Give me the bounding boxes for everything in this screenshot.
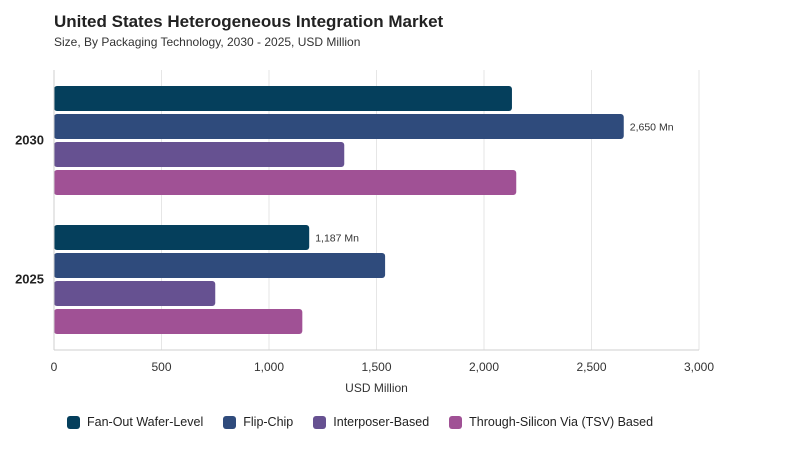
x-tick-label: 0 bbox=[51, 360, 58, 374]
bar bbox=[54, 170, 517, 195]
bar bbox=[54, 86, 512, 111]
legend-item: Flip-Chip bbox=[223, 415, 293, 429]
x-tick-label: 500 bbox=[151, 360, 171, 374]
legend-item: Interposer-Based bbox=[313, 415, 429, 429]
x-tick-label: 1,500 bbox=[361, 360, 391, 374]
legend-swatch bbox=[313, 415, 327, 429]
legend-label: Fan-Out Wafer-Level bbox=[87, 415, 204, 429]
data-label: 1,187 Mn bbox=[315, 233, 359, 245]
legend-swatch bbox=[223, 415, 237, 429]
legend-label: Through-Silicon Via (TSV) Based bbox=[469, 415, 654, 429]
legend-label: Interposer-Based bbox=[333, 415, 430, 429]
x-tick-label: 3,000 bbox=[684, 360, 714, 374]
legend-item: Fan-Out Wafer-Level bbox=[67, 415, 203, 429]
chart-legend: Fan-Out Wafer-Level Flip-Chip Interposer-B… bbox=[67, 415, 673, 429]
data-label: 2,650 Mn bbox=[630, 122, 674, 134]
bar bbox=[54, 281, 216, 306]
legend-item: Through-Silicon Via (TSV) Based bbox=[449, 415, 653, 429]
x-axis-title: USD Million bbox=[345, 381, 408, 395]
x-tick-label: 1,000 bbox=[254, 360, 284, 374]
x-tick-label: 2,000 bbox=[469, 360, 499, 374]
legend-label: Flip-Chip bbox=[243, 415, 294, 429]
x-tick-label: 2,500 bbox=[576, 360, 606, 374]
bar bbox=[54, 114, 624, 139]
chart-subtitle: Size, By Packaging Technology, 2030 - 20… bbox=[54, 35, 361, 49]
category-label: 2030 bbox=[15, 133, 44, 148]
bar bbox=[54, 225, 310, 250]
legend-swatch bbox=[67, 415, 80, 429]
bar bbox=[54, 253, 386, 278]
chart-title: United States Heterogeneous Integration … bbox=[54, 12, 444, 31]
bar bbox=[54, 309, 303, 334]
legend-swatch bbox=[449, 415, 463, 429]
category-label: 2025 bbox=[15, 272, 44, 287]
bar bbox=[54, 142, 345, 167]
